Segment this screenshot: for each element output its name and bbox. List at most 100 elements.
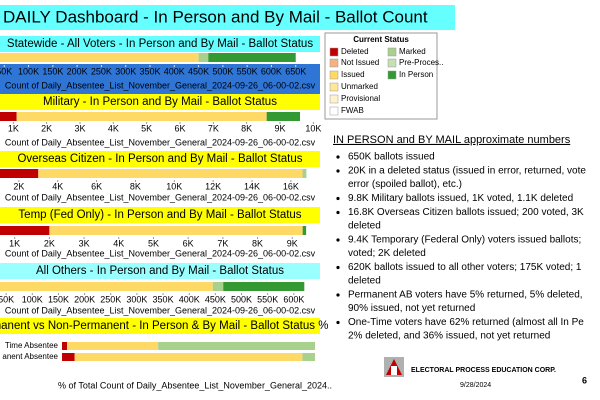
bar-segment: [198, 53, 209, 62]
bar-segment: [208, 53, 296, 62]
x-axis-label: % of Total Count of Daily_Absentee_List_…: [58, 380, 332, 390]
x-tick-label: 9K: [274, 123, 285, 133]
x-tick-label: 7K: [217, 238, 228, 248]
x-tick-label: 300K: [115, 66, 136, 76]
x-tick-label: 1K: [8, 123, 19, 133]
note-line: 16.8K Overseas Citizen ballots issued; 2…: [348, 207, 584, 218]
x-axis-label: Count of Daily_Absentee_List_November_Ge…: [5, 305, 316, 315]
x-tick-label: 6K: [174, 123, 185, 133]
legend-label: Marked: [399, 47, 426, 56]
x-tick-label: 8K: [252, 238, 263, 248]
bar-segment: [0, 169, 39, 178]
note-line: 2% deleted, and 36% issued, not yet retu…: [348, 331, 550, 342]
x-tick-label: 4K: [113, 238, 124, 248]
legend-swatch: [329, 58, 339, 68]
x-tick-label: 50K: [0, 294, 14, 304]
bar-segment: [0, 53, 199, 62]
x-tick-label: 400K: [164, 66, 185, 76]
note-line: deleted: [348, 221, 381, 232]
legend-swatch: [329, 47, 339, 57]
x-tick-label: 350K: [139, 66, 160, 76]
bar-segment: [0, 112, 17, 121]
bullet: [336, 320, 340, 325]
x-tick-label: 2K: [13, 181, 24, 191]
bar-segment: [49, 226, 303, 235]
x-tick-label: 50K: [0, 66, 12, 76]
legend-swatch: [387, 70, 397, 80]
selection-highlight: [0, 64, 320, 94]
note-line: 9.4K Temporary (Federal Only) voters iss…: [348, 235, 581, 246]
chart-title-band: [0, 263, 320, 279]
page-number: 6: [582, 375, 587, 385]
bar-segment: [0, 226, 50, 235]
bar-segment: [302, 353, 315, 361]
chart-title: All Others - In Person and By Mail - Bal…: [36, 265, 284, 277]
x-tick-label: 4K: [108, 123, 119, 133]
x-tick-label: 400K: [179, 294, 200, 304]
bar-segment: [0, 282, 213, 291]
x-tick-label: 4K: [52, 181, 63, 191]
x-tick-label: 450K: [205, 294, 226, 304]
x-tick-label: 2K: [41, 123, 52, 133]
x-tick-label: 6K: [91, 181, 102, 191]
x-tick-label: 8K: [130, 181, 141, 191]
x-tick-label: 150K: [48, 294, 69, 304]
org-name: ELECTORAL PROCESS EDUCATION CORP.: [411, 367, 556, 374]
bar-segment: [62, 342, 68, 350]
legend-swatch: [329, 70, 339, 80]
x-tick-label: 500K: [231, 294, 252, 304]
x-tick-label: 150K: [42, 66, 63, 76]
legend-label: Provisional: [341, 94, 380, 103]
legend-label: FWAB: [341, 106, 364, 115]
chart-title-band: [0, 318, 320, 334]
bar-segment: [74, 353, 303, 361]
note-line: 9.8K Military ballots issued, 1K voted, …: [348, 193, 573, 204]
x-tick-label: 550K: [257, 294, 278, 304]
bar-segment: [302, 169, 307, 178]
x-tick-label: 5K: [148, 238, 159, 248]
x-tick-label: 8K: [241, 123, 252, 133]
chart-title-band: [0, 207, 320, 223]
legend-swatch: [387, 58, 397, 68]
note-line: One-Time voters have 62% returned (almos…: [348, 317, 584, 328]
x-tick-label: 7K: [208, 123, 219, 133]
chart-title: Overseas Citizen - In Person and By Mail…: [17, 153, 302, 165]
bullet: [336, 210, 340, 215]
legend-label: Deleted: [341, 47, 369, 56]
x-tick-label: 200K: [74, 294, 95, 304]
note-line: Permanent AB voters have 5% returned, 5%…: [348, 290, 583, 301]
x-tick-label: 10K: [166, 181, 182, 191]
chart-title-band: [0, 94, 320, 110]
logo: [384, 357, 404, 377]
note-line: 650K ballots issued: [348, 152, 435, 163]
row-label: anent Absentee: [2, 352, 58, 361]
chart-title-band: [0, 36, 320, 52]
note-line: 20K in a deleted status (issued in error…: [348, 166, 586, 177]
x-tick-label: 14K: [244, 181, 260, 191]
bullet: [336, 293, 340, 297]
date: 9/28/2024: [460, 382, 491, 389]
bar-segment: [67, 342, 159, 350]
x-tick-label: 10K: [305, 123, 321, 133]
x-tick-label: 100K: [22, 294, 43, 304]
bar-segment: [302, 226, 307, 235]
bullet: [336, 196, 340, 201]
x-tick-label: 600K: [261, 66, 282, 76]
x-axis-label: Count of Daily_Absentee_List_November_Ge…: [5, 192, 316, 202]
x-tick-label: 650K: [285, 66, 306, 76]
chart-title: manent vs Non-Permanent - In Person & By…: [0, 320, 328, 332]
legend-swatch: [329, 82, 339, 92]
x-axis-label: Count of Daily_Absentee_List_November_Ge…: [5, 248, 316, 258]
x-tick-label: 2K: [44, 238, 55, 248]
row-label: Time Absentee: [5, 341, 59, 350]
chart-title: Statewide - All Voters - In Person and B…: [7, 38, 313, 50]
legend-label: In Person: [399, 70, 433, 79]
x-tick-label: 1K: [9, 238, 20, 248]
dashboard-title: DAILY Dashboard - In Person and By Mail …: [3, 7, 428, 26]
legend-swatch: [329, 94, 339, 104]
bar-segment: [62, 353, 75, 361]
x-tick-label: 3K: [79, 238, 90, 248]
bar-segment: [16, 112, 267, 121]
note-line: deleted: [348, 276, 381, 287]
